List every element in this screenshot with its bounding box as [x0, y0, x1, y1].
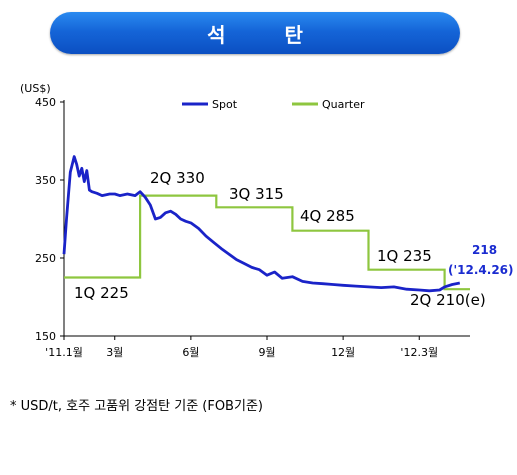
chart-title: 석 탄 — [207, 22, 329, 47]
y-tick-label: 250 — [35, 252, 56, 265]
quarter-label-4q11: 4Q 285 — [300, 207, 355, 225]
x-tick-label: 12월 — [331, 346, 355, 359]
y-axis-unit: (US$) — [20, 82, 51, 95]
y-tick-label: 350 — [35, 174, 56, 187]
x-tick-label: 3월 — [106, 346, 123, 359]
quarter-label-1q12: 1Q 235 — [377, 247, 432, 265]
quarter-label-3q11: 3Q 315 — [229, 185, 284, 203]
coal-price-chart: (US$) 450 350 250 150 '11.1월 3월 6월 9월 12월 '12.3월… — [20, 82, 514, 359]
latest-date-label: ('12.4.26) — [448, 263, 514, 277]
legend-spot-label: Spot — [212, 98, 238, 111]
x-tick-label: '11.1월 — [45, 346, 83, 359]
latest-value-label: 218 — [472, 243, 497, 257]
footnote: * USD/t, 호주 고품위 강점탄 기준 (FOB기준) — [10, 399, 263, 414]
quarter-label-2q12: 2Q 210(e) — [410, 291, 486, 309]
y-ticks: 450 350 250 150 — [35, 96, 64, 343]
quarter-label-1q11: 1Q 225 — [74, 284, 129, 302]
quarter-label-2q11: 2Q 330 — [150, 169, 205, 187]
x-ticks: '11.1월 3월 6월 9월 12월 '12.3월 — [45, 336, 438, 359]
x-tick-label: 6월 — [182, 346, 199, 359]
series-quarter-line — [64, 194, 470, 291]
title-banner: 석 탄 — [50, 12, 460, 54]
legend-quarter-label: Quarter — [322, 98, 365, 111]
y-tick-label: 450 — [35, 96, 56, 109]
x-tick-label: 9월 — [258, 346, 275, 359]
y-tick-label: 150 — [35, 330, 56, 343]
legend: Spot Quarter — [182, 98, 365, 111]
x-tick-label: '12.3월 — [400, 346, 438, 359]
series-spot-line — [62, 155, 461, 293]
